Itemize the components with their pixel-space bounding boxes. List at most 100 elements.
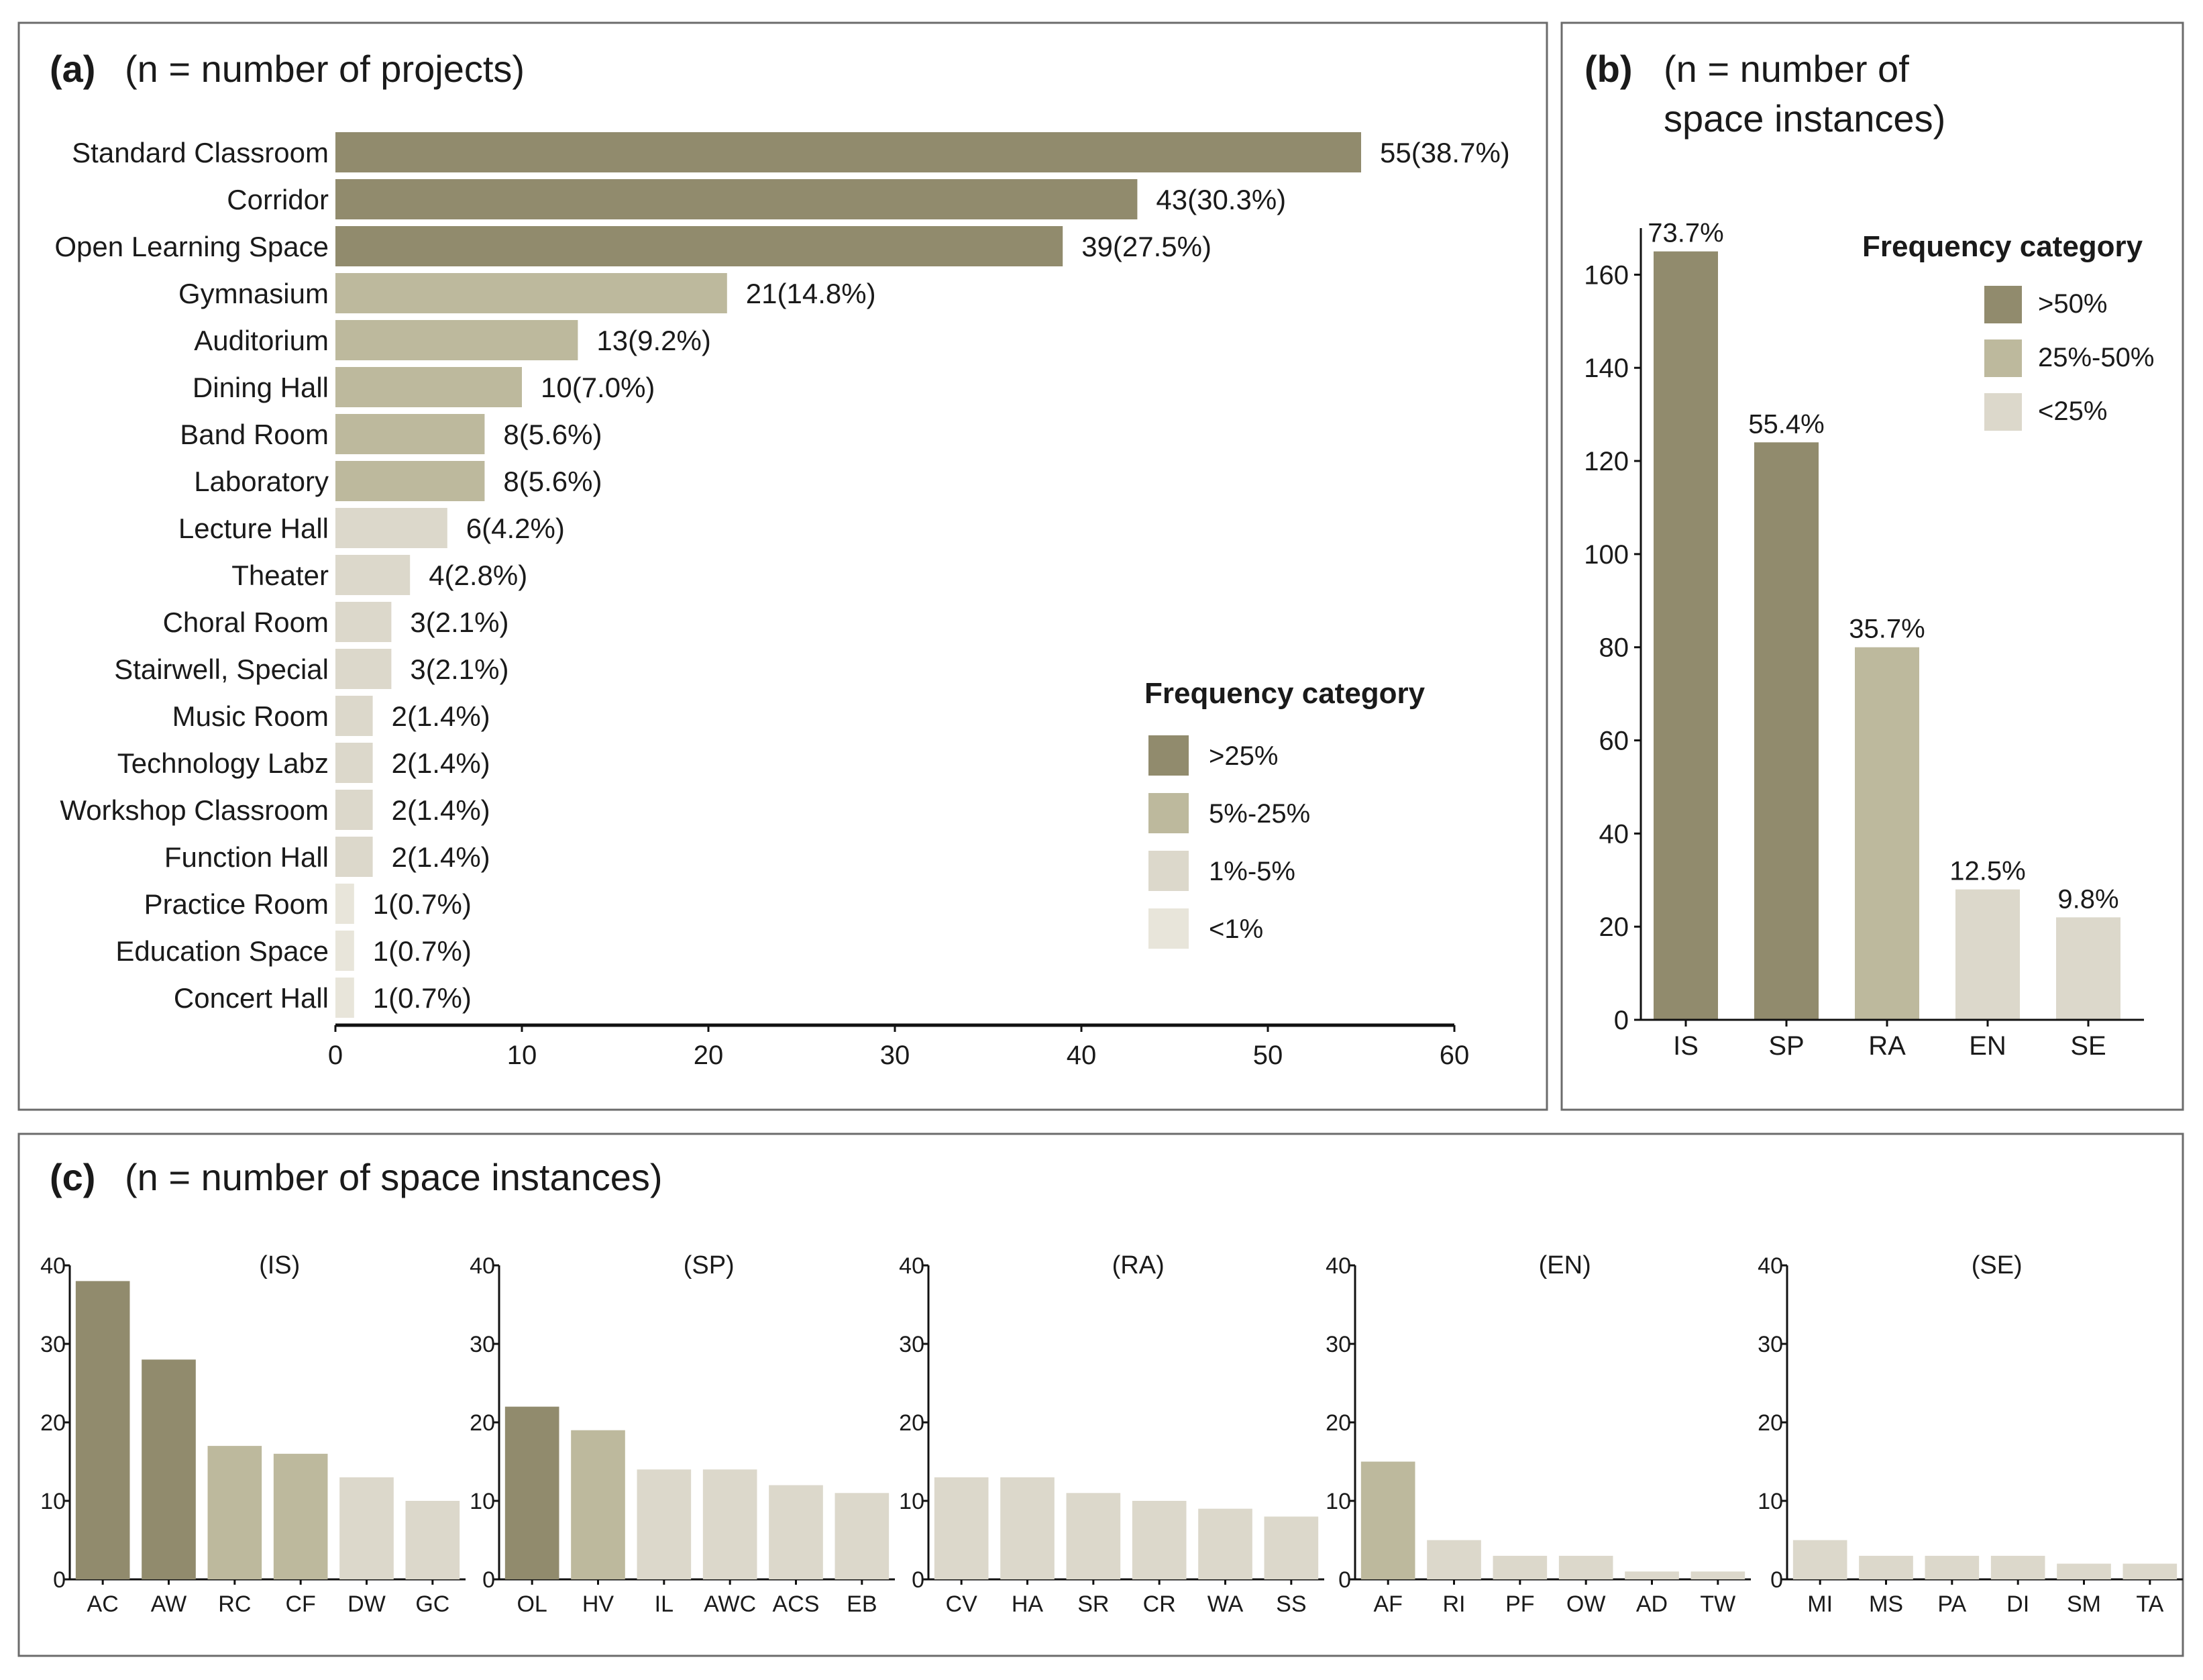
bar-a-11 xyxy=(335,649,392,689)
chart-c: 0 10 20 30 40 (IS) AC AW RC CF DW GC 0 10 20 30 40 (SP) OL… xyxy=(40,1251,2183,1617)
category-label-a-6: Band Room xyxy=(180,419,329,450)
x-tick-label-c-AW: AW xyxy=(151,1591,187,1617)
bar-c-HV xyxy=(571,1430,625,1579)
bar-b-RA xyxy=(1855,647,1919,1020)
x-tick-label-c-RI: RI xyxy=(1443,1591,1466,1617)
x-tick-label-c-CF: CF xyxy=(286,1591,316,1617)
chart-a: Standard Classroom 55(38.7%) Corridor 43(30… xyxy=(54,132,1510,1070)
x-tick-label-a-4: 40 xyxy=(1067,1041,1097,1070)
bar-c-IL xyxy=(637,1469,692,1579)
x-tick-label-c-SS: SS xyxy=(1276,1591,1306,1617)
value-label-a-11: 3(2.1%) xyxy=(410,653,508,685)
panel-a-letter: (a) xyxy=(50,48,95,90)
bar-c-ACS xyxy=(769,1485,823,1579)
bar-a-14 xyxy=(335,790,373,830)
x-tick-label-b-SE: SE xyxy=(2070,1031,2106,1061)
category-label-a-4: Auditorium xyxy=(194,325,329,356)
legend-a: Frequency category >25% 5%-25% 1%-5% <1% xyxy=(1144,677,1426,949)
value-label-a-6: 8(5.6%) xyxy=(503,419,602,450)
bar-b-SE xyxy=(2056,917,2120,1020)
y-tick-label-c-2-3: 30 xyxy=(899,1332,924,1357)
value-label-a-7: 8(5.6%) xyxy=(503,466,602,497)
bar-c-AWC xyxy=(702,1469,757,1579)
legend-a-label-0: >25% xyxy=(1209,741,1278,771)
y-tick-label-c-4-1: 10 xyxy=(1758,1489,1783,1514)
y-tick-label-c-0-3: 30 xyxy=(40,1332,66,1357)
bar-a-4 xyxy=(335,320,578,360)
legend-a-swatch-2 xyxy=(1148,851,1189,891)
legend-b-swatch-2 xyxy=(1984,393,2022,431)
y-tick-label-c-1-1: 10 xyxy=(470,1489,495,1514)
value-label-a-18: 1(0.7%) xyxy=(373,982,472,1014)
x-tick-label-b-EN: EN xyxy=(1969,1031,2006,1061)
category-label-a-14: Workshop Classroom xyxy=(60,794,329,826)
subchart-title-3: (EN) xyxy=(1539,1251,1591,1279)
category-label-a-11: Stairwell, Special xyxy=(114,653,329,685)
bar-c-WA xyxy=(1198,1508,1252,1579)
bar-a-17 xyxy=(335,931,354,971)
x-tick-label-c-OW: OW xyxy=(1566,1591,1606,1617)
x-tick-label-c-DW: DW xyxy=(347,1591,386,1617)
bar-a-3 xyxy=(335,273,727,313)
value-label-b-RA: 35.7% xyxy=(1849,615,1925,644)
y-tick-label-c-2-2: 20 xyxy=(899,1410,924,1436)
x-tick-label-a-0: 0 xyxy=(328,1041,343,1070)
x-tick-label-c-CV: CV xyxy=(946,1591,978,1617)
y-tick-label-c-1-3: 30 xyxy=(470,1332,495,1357)
panel-b-title-line2: space instances) xyxy=(1664,97,1945,140)
category-label-a-7: Laboratory xyxy=(194,466,329,497)
y-tick-label-b-1: 20 xyxy=(1599,912,1629,942)
value-label-a-9: 4(2.8%) xyxy=(429,560,527,591)
y-tick-label-b-2: 40 xyxy=(1599,819,1629,849)
x-tick-label-a-2: 20 xyxy=(694,1041,724,1070)
bar-c-CR xyxy=(1132,1501,1187,1579)
x-tick-label-c-SM: SM xyxy=(2067,1591,2101,1617)
value-label-b-SP: 55.4% xyxy=(1748,409,1824,439)
bar-a-2 xyxy=(335,226,1063,266)
x-tick-label-c-CR: CR xyxy=(1143,1591,1176,1617)
legend-b-label-1: 25%-50% xyxy=(2038,343,2154,372)
bar-c-AC xyxy=(75,1281,130,1579)
category-label-a-16: Practice Room xyxy=(144,888,329,920)
bar-c-DW xyxy=(339,1477,394,1579)
y-tick-label-b-3: 60 xyxy=(1599,727,1629,756)
y-tick-label-b-6: 120 xyxy=(1584,447,1629,476)
y-tick-label-b-7: 140 xyxy=(1584,354,1629,383)
x-tick-label-b-SP: SP xyxy=(1768,1031,1804,1061)
x-tick-label-c-HA: HA xyxy=(1012,1591,1044,1617)
x-tick-label-c-AWC: AWC xyxy=(704,1591,756,1617)
x-tick-label-c-AF: AF xyxy=(1373,1591,1402,1617)
bar-c-HA xyxy=(1000,1477,1055,1579)
x-tick-label-c-ACS: ACS xyxy=(773,1591,820,1617)
bar-c-GC xyxy=(405,1501,460,1579)
x-tick-label-c-HV: HV xyxy=(582,1591,614,1617)
legend-b-swatch-0 xyxy=(1984,286,2022,323)
bar-c-OL xyxy=(504,1406,559,1579)
y-tick-label-c-1-4: 40 xyxy=(470,1253,495,1279)
x-tick-label-a-6: 60 xyxy=(1440,1041,1470,1070)
y-tick-label-b-5: 100 xyxy=(1584,540,1629,570)
x-tick-label-a-5: 50 xyxy=(1253,1041,1283,1070)
bar-c-PA xyxy=(1925,1555,1980,1579)
value-label-a-10: 3(2.1%) xyxy=(410,607,508,638)
legend-b-label-2: <25% xyxy=(2038,397,2107,426)
bar-c-CF xyxy=(273,1453,328,1579)
value-label-a-15: 2(1.4%) xyxy=(392,841,490,873)
legend-a-label-1: 5%-25% xyxy=(1209,799,1310,829)
y-tick-label-c-0-1: 10 xyxy=(40,1489,66,1514)
x-tick-label-c-RC: RC xyxy=(218,1591,251,1617)
legend-a-title: Frequency category xyxy=(1144,677,1426,710)
value-label-a-1: 43(30.3%) xyxy=(1156,184,1286,215)
y-tick-label-c-4-4: 40 xyxy=(1758,1253,1783,1279)
y-tick-label-c-4-0: 0 xyxy=(1770,1567,1783,1593)
x-tick-label-c-PA: PA xyxy=(1937,1591,1966,1617)
bar-b-EN xyxy=(1955,889,2020,1020)
value-label-a-3: 21(14.8%) xyxy=(746,278,876,309)
category-label-a-13: Technology Labz xyxy=(117,747,329,779)
subchart-is: 0 10 20 30 40 (IS) AC AW RC CF DW GC xyxy=(40,1251,466,1617)
bar-b-SP xyxy=(1754,442,1819,1020)
value-label-b-SE: 9.8% xyxy=(2057,884,2118,914)
x-tick-label-b-IS: IS xyxy=(1673,1031,1699,1061)
y-tick-label-c-2-0: 0 xyxy=(912,1567,924,1593)
